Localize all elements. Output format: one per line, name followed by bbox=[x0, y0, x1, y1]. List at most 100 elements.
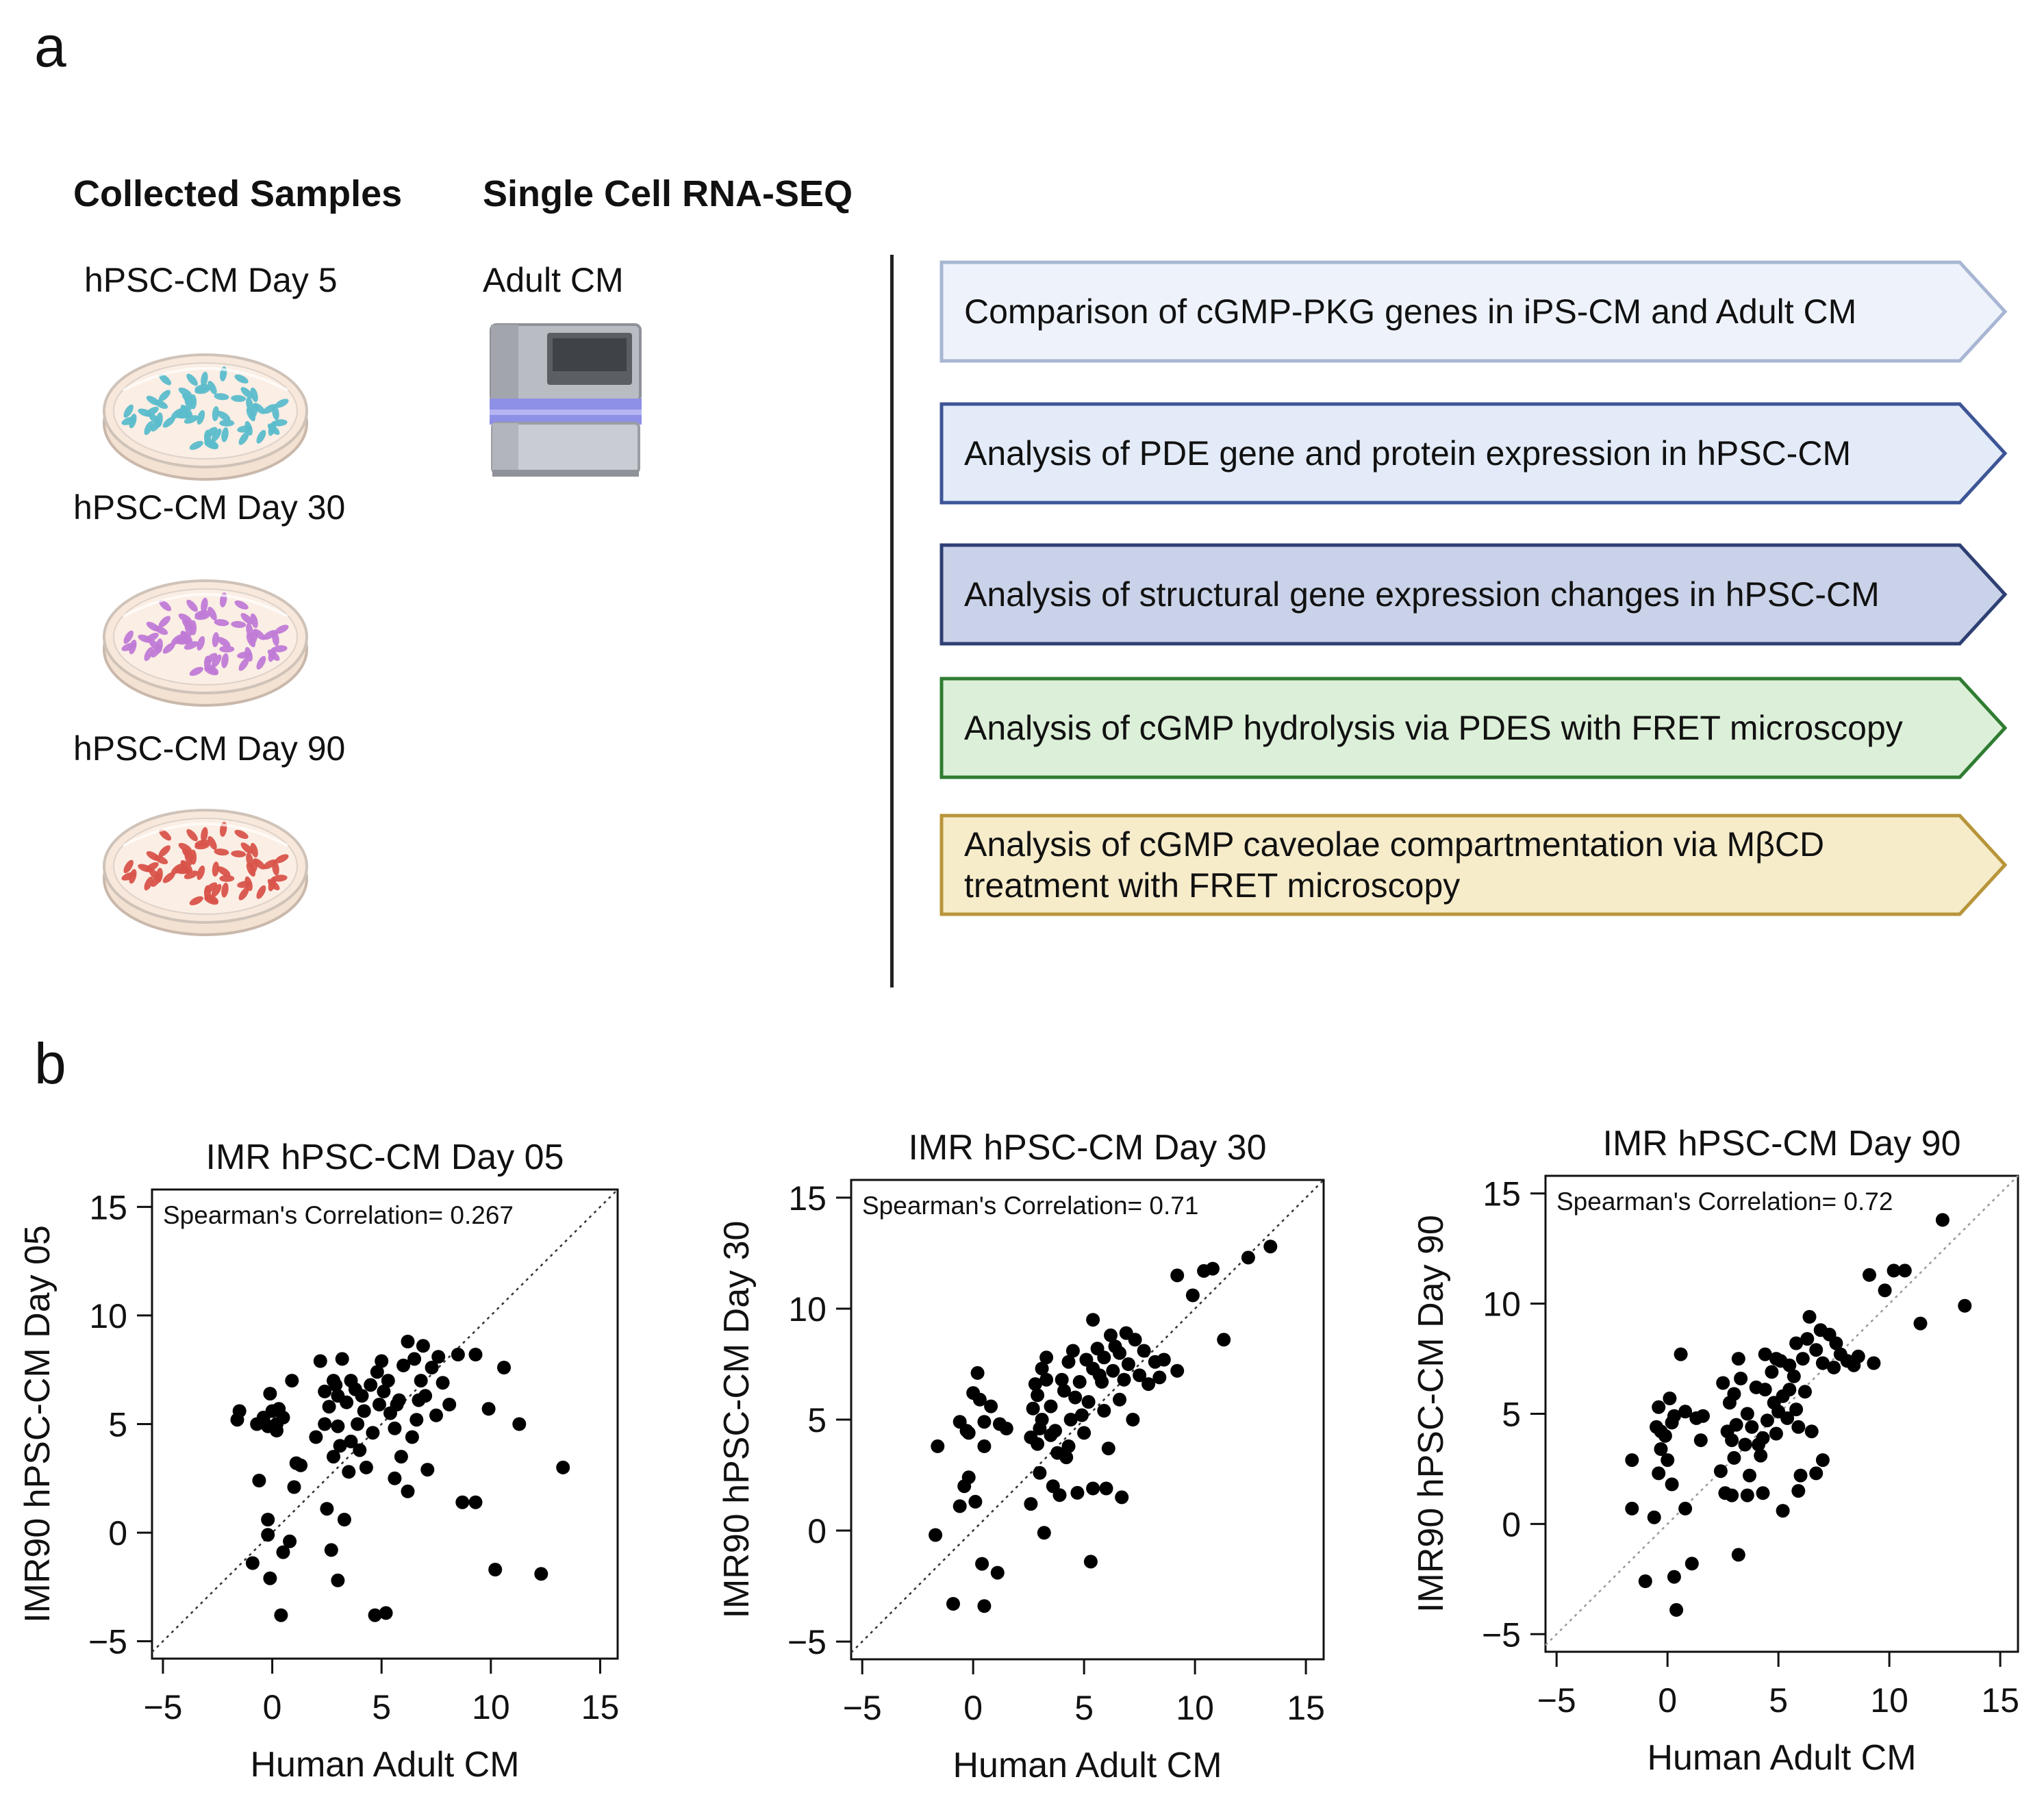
data-point bbox=[556, 1460, 570, 1474]
y-tick-label: −5 bbox=[88, 1623, 127, 1661]
data-point bbox=[1206, 1261, 1220, 1276]
data-point bbox=[272, 1402, 286, 1416]
data-point bbox=[1625, 1453, 1639, 1468]
chart-title: IMR hPSC-CM Day 30 bbox=[909, 1128, 1267, 1168]
data-point bbox=[1765, 1365, 1779, 1379]
x-tick-label: 10 bbox=[472, 1688, 510, 1726]
data-point bbox=[1152, 1370, 1167, 1385]
data-point bbox=[344, 1434, 358, 1448]
x-tick-label: 0 bbox=[263, 1688, 282, 1726]
data-point bbox=[1678, 1405, 1693, 1419]
data-point bbox=[320, 1502, 334, 1516]
analysis-arrow-shape bbox=[939, 260, 2008, 363]
data-point bbox=[359, 1460, 373, 1474]
collected-samples-header: Collected Samples bbox=[73, 173, 403, 214]
analysis-line: Analysis of cGMP caveolae compartmentati… bbox=[964, 825, 1825, 864]
data-point bbox=[318, 1417, 332, 1431]
data-point bbox=[318, 1384, 332, 1398]
adult-cm-label: Adult CM bbox=[483, 261, 624, 299]
data-point bbox=[1033, 1465, 1047, 1480]
analysis-arrow: Analysis of cGMP caveolae compartmentati… bbox=[939, 814, 2008, 916]
y-tick-label: 15 bbox=[788, 1179, 827, 1218]
data-point bbox=[1725, 1433, 1739, 1448]
data-point bbox=[263, 1387, 277, 1401]
panel-a-label: a bbox=[34, 14, 66, 79]
x-tick-label: 10 bbox=[1870, 1681, 1908, 1720]
data-point bbox=[1743, 1468, 1756, 1483]
data-point bbox=[1652, 1466, 1666, 1481]
data-point bbox=[931, 1439, 945, 1453]
data-point bbox=[436, 1376, 450, 1390]
petri-dish-day90-icon bbox=[96, 798, 315, 945]
data-point bbox=[379, 1606, 393, 1620]
y-tick-label: 15 bbox=[1482, 1175, 1521, 1213]
scatter-chart-day90: −5 0 5 10 15 −5 0 5 10 15 Spearman's Correlation= … bbox=[1366, 1096, 2044, 1799]
analysis-line: Comparison of cGMP-PKG genes in iPS-CM a… bbox=[964, 292, 1857, 331]
data-point bbox=[990, 1565, 1005, 1580]
data-point bbox=[401, 1484, 415, 1498]
data-point bbox=[1795, 1352, 1810, 1366]
data-point bbox=[1731, 1548, 1745, 1562]
data-point bbox=[309, 1430, 323, 1444]
analysis-text: Analysis of structural gene expression c… bbox=[964, 543, 1880, 646]
data-point bbox=[1829, 1336, 1843, 1350]
data-point bbox=[1241, 1250, 1255, 1265]
data-point bbox=[1731, 1352, 1745, 1366]
data-point bbox=[407, 1352, 422, 1366]
data-point bbox=[1729, 1418, 1743, 1432]
data-point bbox=[1758, 1347, 1772, 1361]
data-point bbox=[1727, 1387, 1741, 1401]
data-point bbox=[1106, 1363, 1120, 1378]
analysis-text: Analysis of cGMP hydrolysis via PDES wit… bbox=[964, 677, 1903, 779]
data-point bbox=[1039, 1350, 1054, 1365]
data-point bbox=[283, 1534, 297, 1548]
panel-b-label: b bbox=[34, 1031, 66, 1096]
y-axis-label: IMR90 hPSC-CM Day 05 bbox=[18, 1225, 58, 1623]
data-point bbox=[370, 1365, 384, 1379]
data-point bbox=[1652, 1400, 1666, 1414]
data-point bbox=[381, 1374, 395, 1388]
identity-line bbox=[1545, 1175, 2019, 1646]
data-point bbox=[1771, 1405, 1786, 1419]
data-point bbox=[1867, 1356, 1881, 1370]
data-point bbox=[999, 1422, 1013, 1435]
data-point bbox=[1026, 1401, 1040, 1416]
data-point bbox=[368, 1608, 382, 1622]
data-point bbox=[270, 1424, 283, 1437]
data-point bbox=[1217, 1333, 1231, 1347]
x-tick-label: 5 bbox=[1769, 1681, 1788, 1720]
data-point bbox=[1033, 1422, 1047, 1435]
data-point bbox=[1079, 1353, 1094, 1367]
data-point bbox=[977, 1415, 992, 1429]
data-point bbox=[388, 1421, 402, 1435]
data-point bbox=[1113, 1392, 1126, 1407]
data-point bbox=[285, 1374, 299, 1388]
data-point bbox=[1815, 1356, 1830, 1370]
petri-dish-day5-icon bbox=[96, 342, 315, 490]
analysis-text: Analysis of PDE gene and protein express… bbox=[964, 402, 1851, 505]
data-point bbox=[1654, 1424, 1668, 1439]
y-tick-label: 0 bbox=[108, 1514, 127, 1552]
data-point bbox=[1727, 1450, 1741, 1465]
data-point bbox=[1809, 1343, 1824, 1357]
data-point bbox=[337, 1513, 351, 1526]
data-point bbox=[420, 1463, 435, 1477]
data-point bbox=[331, 1573, 345, 1587]
data-point bbox=[1897, 1263, 1912, 1278]
analysis-arrow-shape bbox=[939, 814, 2008, 916]
data-point bbox=[1713, 1464, 1728, 1479]
data-point bbox=[1057, 1383, 1071, 1398]
data-point bbox=[1625, 1501, 1639, 1515]
petri-dish-day30-icon bbox=[96, 568, 315, 716]
data-point bbox=[1654, 1442, 1668, 1456]
data-point bbox=[366, 1426, 380, 1440]
data-point bbox=[1028, 1377, 1042, 1392]
data-point bbox=[287, 1480, 301, 1494]
data-point bbox=[1037, 1526, 1051, 1540]
data-point bbox=[497, 1361, 511, 1374]
y-tick-label: 0 bbox=[1502, 1505, 1521, 1544]
correlation-annotation: Spearman's Correlation= 0.71 bbox=[862, 1192, 1198, 1220]
data-point bbox=[1092, 1368, 1107, 1383]
data-point bbox=[355, 1389, 369, 1403]
data-point bbox=[414, 1374, 428, 1388]
